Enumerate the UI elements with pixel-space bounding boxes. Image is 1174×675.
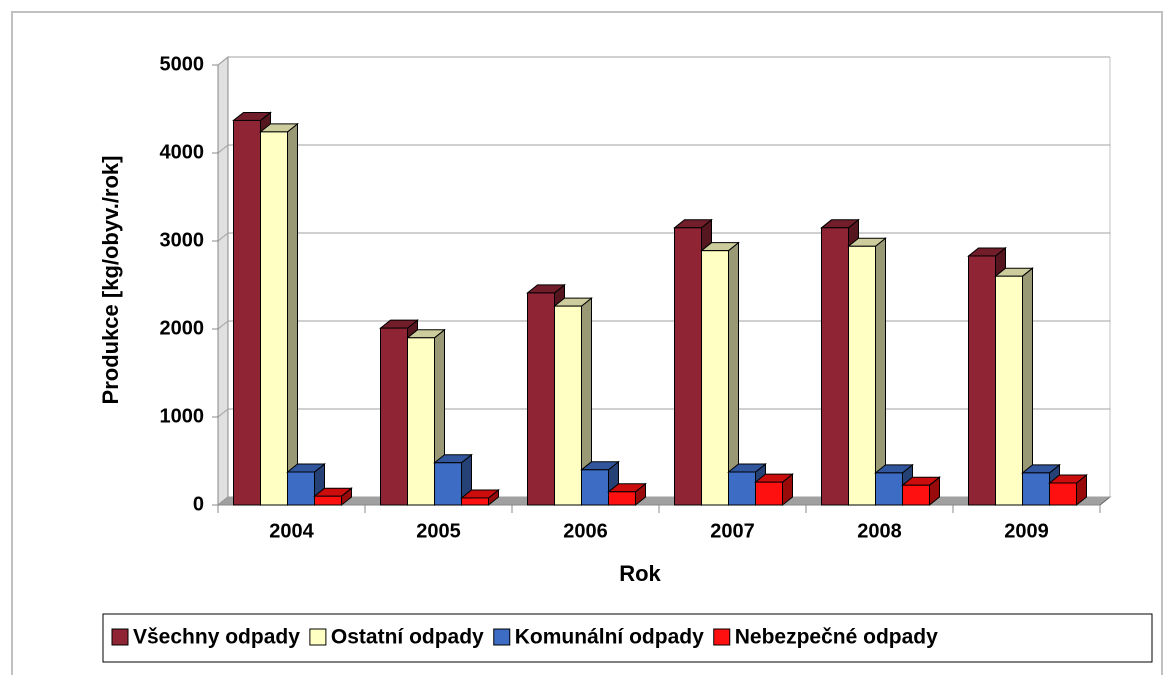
y-axis-label: Produkce [kg/obyv./rok] (98, 156, 123, 405)
y-tick-label: 2000 (160, 317, 205, 339)
legend-label: Komunální odpady (515, 626, 704, 649)
bar (1022, 472, 1050, 506)
legend-box (102, 613, 1153, 663)
x-axis-label: Rok (619, 561, 661, 586)
x-tick-label: 2009 (1004, 520, 1049, 542)
x-tick-label: 2007 (710, 520, 755, 542)
bar (1049, 482, 1077, 506)
wall-grid-line (217, 496, 229, 506)
legend-swatch (309, 628, 327, 646)
chart-border (11, 11, 1163, 675)
bar (674, 227, 702, 506)
x-tick-label: 2005 (416, 520, 461, 542)
bar (902, 484, 930, 506)
legend-swatch (713, 628, 731, 646)
wall-grid-line (217, 408, 229, 418)
bar (314, 495, 342, 506)
bar (287, 471, 315, 506)
bar (848, 245, 876, 506)
back-wall (217, 55, 229, 507)
bar (755, 481, 783, 506)
legend-swatch (493, 628, 511, 646)
x-tick-label: 2006 (563, 520, 608, 542)
bar-side (287, 122, 298, 507)
bar (968, 255, 996, 506)
legend-label: Všechny odpady (133, 626, 300, 649)
bar (461, 497, 489, 506)
bar (995, 275, 1023, 506)
bar (821, 227, 849, 506)
bar (875, 472, 903, 506)
bar (701, 250, 729, 506)
y-tick-label: 5000 (160, 53, 205, 75)
bar-side (875, 237, 886, 507)
bar (527, 292, 555, 506)
legend: Všechny odpady Ostatní odpady Komunální od… (111, 626, 938, 649)
bar (581, 469, 609, 506)
bar (233, 119, 261, 506)
x-tick-label: 2004 (269, 520, 314, 542)
wall-grid-line (217, 320, 229, 330)
wall-grid-line (217, 144, 229, 154)
x-tick-label: 2008 (857, 520, 902, 542)
wall-grid-line (217, 232, 229, 242)
bar (728, 471, 756, 506)
y-tick-label: 3000 (160, 229, 205, 251)
legend-label: Ostatní odpady (331, 626, 484, 649)
bar (554, 305, 582, 506)
legend-label: Nebezpečné odpady (735, 626, 938, 649)
bar (434, 462, 462, 506)
bar (260, 131, 288, 506)
y-tick-label: 0 (193, 493, 204, 515)
wall-grid-line (217, 56, 229, 66)
y-tick-label: 1000 (160, 405, 205, 427)
y-tick-label: 4000 (160, 141, 205, 163)
bar (380, 327, 408, 506)
bar (407, 337, 435, 506)
legend-swatch (111, 628, 129, 646)
bar (608, 491, 636, 506)
